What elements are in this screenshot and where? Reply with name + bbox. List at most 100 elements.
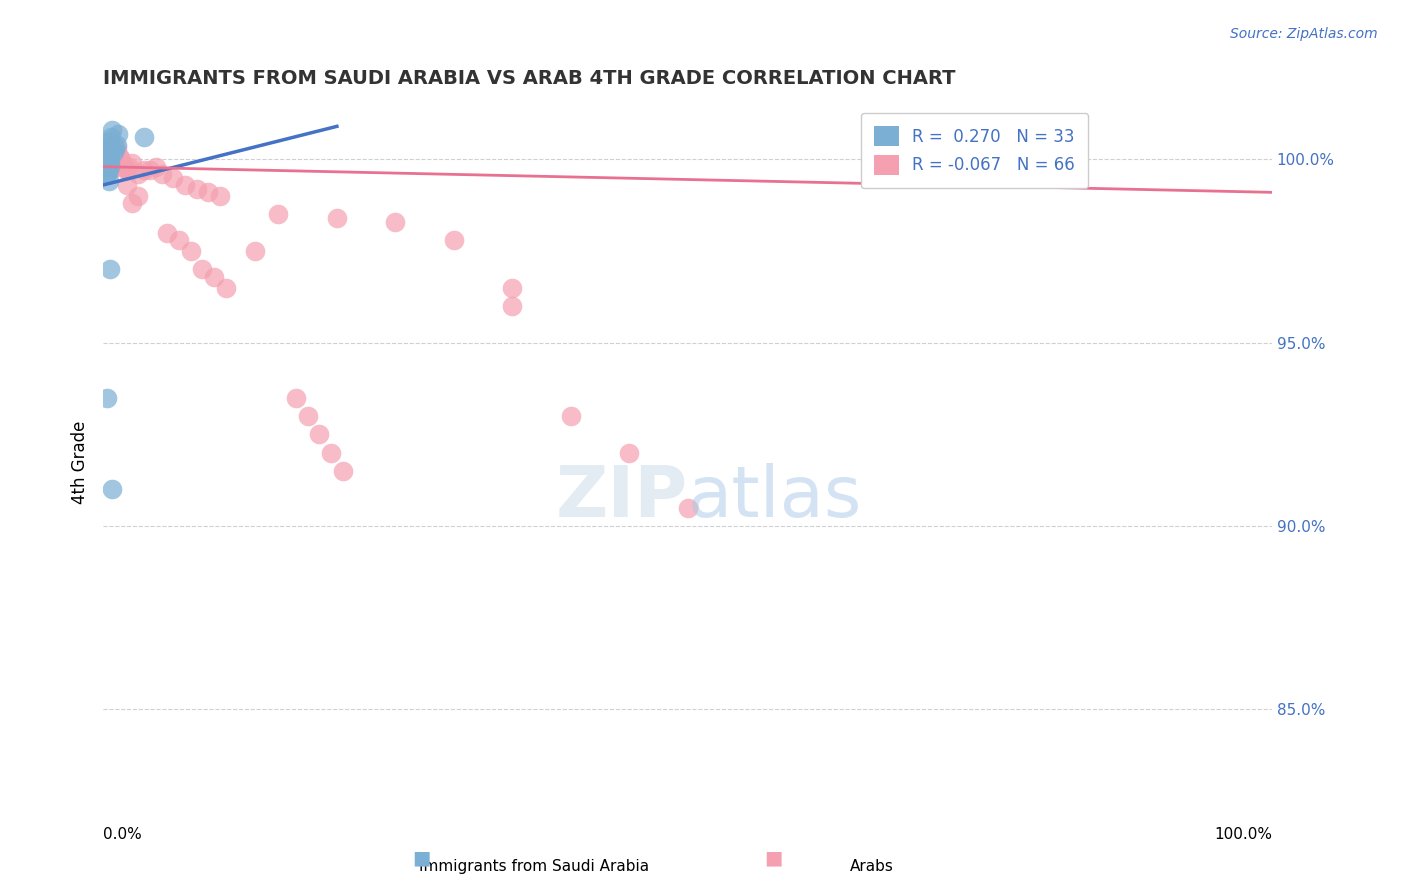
Point — [319, 445, 342, 459]
Point — [97, 149, 120, 163]
Point — [98, 149, 121, 163]
Point — [174, 178, 197, 192]
Point — [98, 156, 121, 170]
Point — [107, 127, 129, 141]
Point — [96, 163, 118, 178]
Point — [101, 483, 124, 497]
Point — [100, 130, 122, 145]
Point — [98, 156, 121, 170]
Point — [97, 160, 120, 174]
Point — [308, 427, 330, 442]
Text: Arabs: Arabs — [849, 859, 894, 874]
Point — [104, 153, 127, 167]
Point — [617, 445, 640, 459]
Point — [96, 160, 118, 174]
Point — [104, 141, 127, 155]
Point — [297, 409, 319, 423]
Point — [94, 156, 117, 170]
Point — [97, 149, 120, 163]
Point — [191, 262, 214, 277]
Point — [98, 137, 121, 152]
Point — [676, 500, 699, 515]
Point — [105, 141, 128, 155]
Point — [98, 262, 121, 277]
Point — [96, 163, 118, 178]
Point — [105, 160, 128, 174]
Text: ZIP: ZIP — [555, 463, 688, 532]
Text: ■: ■ — [763, 848, 783, 867]
Point — [98, 153, 121, 167]
Point — [127, 189, 149, 203]
Point — [96, 145, 118, 159]
Point — [115, 163, 138, 178]
Point — [98, 153, 121, 167]
Point — [98, 156, 121, 170]
Point — [98, 160, 121, 174]
Point — [97, 163, 120, 178]
Point — [101, 141, 124, 155]
Point — [121, 196, 143, 211]
Point — [121, 156, 143, 170]
Text: Source: ZipAtlas.com: Source: ZipAtlas.com — [1230, 27, 1378, 41]
Legend: R =  0.270   N = 33, R = -0.067   N = 66: R = 0.270 N = 33, R = -0.067 N = 66 — [860, 112, 1088, 188]
Point — [96, 167, 118, 181]
Point — [115, 163, 138, 178]
Point — [97, 163, 120, 178]
Point — [98, 163, 121, 178]
Point — [132, 130, 155, 145]
Point — [1062, 134, 1084, 148]
Point — [215, 280, 238, 294]
Text: Immigrants from Saudi Arabia: Immigrants from Saudi Arabia — [419, 859, 650, 874]
Point — [97, 141, 120, 155]
Point — [100, 149, 122, 163]
Point — [103, 145, 125, 159]
Point — [103, 145, 125, 159]
Point — [96, 145, 118, 159]
Text: IMMIGRANTS FROM SAUDI ARABIA VS ARAB 4TH GRADE CORRELATION CHART: IMMIGRANTS FROM SAUDI ARABIA VS ARAB 4TH… — [103, 69, 956, 87]
Point — [501, 280, 523, 294]
Point — [100, 145, 122, 159]
Point — [285, 391, 308, 405]
Point — [243, 244, 266, 258]
Point — [101, 145, 124, 159]
Y-axis label: 4th Grade: 4th Grade — [72, 420, 89, 503]
Point — [384, 215, 406, 229]
Point — [94, 160, 117, 174]
Point — [98, 174, 121, 188]
Point — [108, 149, 131, 163]
Point — [139, 163, 162, 178]
Point — [132, 163, 155, 178]
Point — [180, 244, 202, 258]
Text: ■: ■ — [412, 848, 432, 867]
Point — [101, 137, 124, 152]
Point — [162, 170, 184, 185]
Point — [127, 167, 149, 181]
Point — [105, 137, 128, 152]
Point — [96, 156, 118, 170]
Point — [103, 160, 125, 174]
Point — [208, 189, 231, 203]
Point — [501, 299, 523, 313]
Point — [94, 167, 117, 181]
Point — [101, 123, 124, 137]
Point — [96, 156, 118, 170]
Point — [96, 391, 118, 405]
Point — [96, 167, 118, 181]
Point — [156, 226, 179, 240]
Point — [167, 233, 190, 247]
Point — [197, 186, 219, 200]
Point — [186, 182, 208, 196]
Point — [98, 134, 121, 148]
Text: 100.0%: 100.0% — [1213, 827, 1272, 842]
Point — [443, 233, 465, 247]
Point — [118, 160, 141, 174]
Point — [267, 207, 290, 221]
Point — [326, 211, 349, 225]
Point — [97, 145, 120, 159]
Text: 0.0%: 0.0% — [103, 827, 142, 842]
Point — [560, 409, 582, 423]
Point — [101, 156, 124, 170]
Point — [98, 134, 121, 148]
Point — [110, 153, 132, 167]
Point — [98, 149, 121, 163]
